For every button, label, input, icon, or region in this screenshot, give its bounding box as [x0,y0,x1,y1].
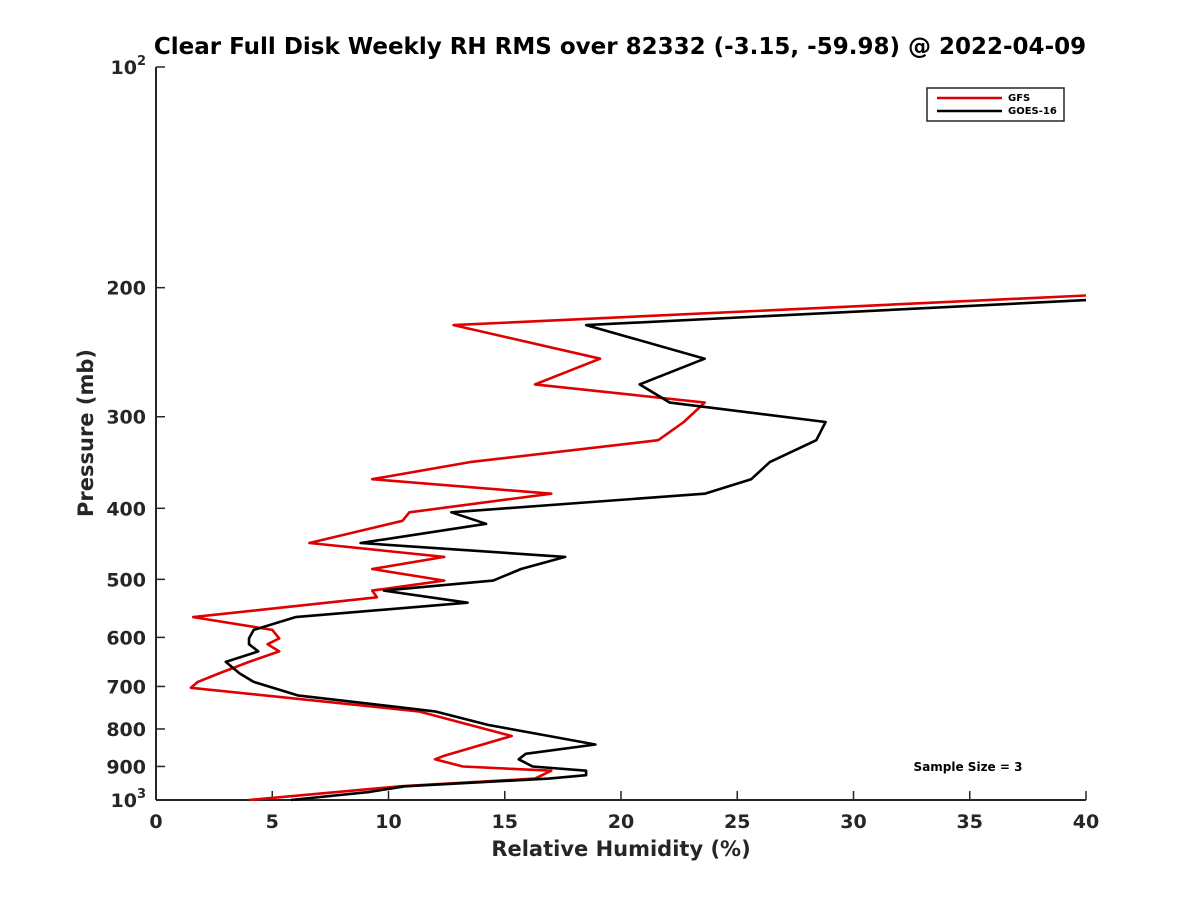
x-tick-label: 0 [149,811,162,833]
y-tick-label: 900 [106,756,146,778]
x-tick-label: 5 [266,811,279,833]
legend-label-goes16: GOES-16 [1008,106,1057,117]
x-tick-label: 40 [1073,811,1099,833]
legend-label-gfs: GFS [1008,93,1030,104]
series-line-goes16 [224,298,1087,802]
legend: GFS GOES-16 [926,87,1065,122]
y-tick-label: 200 [106,278,146,300]
y-tick-label: 700 [106,676,146,698]
y-tick-label: 103 [111,787,147,812]
x-tick-label: 10 [375,811,401,833]
y-tick-label: 800 [106,719,146,741]
y-tick-label: 102 [111,54,147,79]
x-axis-ticks: 0 5 10 15 20 25 30 35 40 [149,791,1099,833]
x-tick-label: 35 [957,811,983,833]
series-line-gfs [189,294,1087,802]
x-tick-label: 30 [840,811,866,833]
y-tick-label: 400 [106,498,146,520]
y-tick-label: 500 [106,569,146,591]
series-lines [189,294,1087,802]
legend-box [926,87,1065,122]
x-tick-label: 20 [608,811,634,833]
sample-size-annotation: Sample Size = 3 [914,760,1023,774]
chart-title: Clear Full Disk Weekly RH RMS over 82332… [154,34,1086,60]
x-tick-label: 15 [492,811,518,833]
y-tick-label: 600 [106,627,146,649]
y-axis-label: Pressure (mb) [74,349,98,517]
x-axis-label: Relative Humidity (%) [491,837,750,861]
x-tick-label: 25 [724,811,750,833]
y-tick-label: 300 [106,407,146,429]
y-axis-ticks: 102 200 300 400 500 600 700 800 900 103 [106,54,165,812]
